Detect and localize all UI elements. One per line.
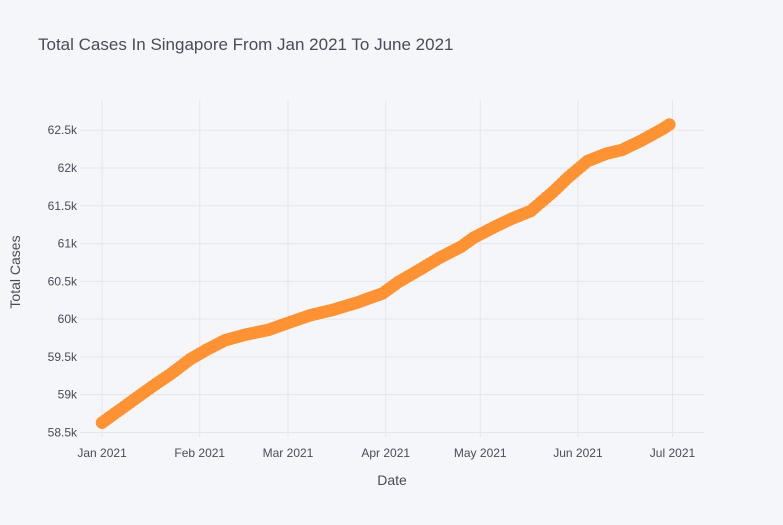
x-tick-label: Mar 2021	[263, 446, 314, 460]
y-tick-label: 62.5k	[48, 123, 78, 137]
tick-labels: 58.5k 59k 59.5k 60k 60.5k 61k 61.5k 62k 62.5k Jan…	[48, 123, 696, 460]
y-tick-label: 61.5k	[48, 199, 78, 213]
data-points	[95, 118, 676, 429]
x-tick-label: Apr 2021	[361, 446, 410, 460]
data-point	[663, 118, 676, 131]
y-tick-label: 58.5k	[48, 425, 78, 439]
x-tick-label: May 2021	[454, 446, 507, 460]
x-tick-label: Jul 2021	[650, 446, 696, 460]
y-axis-title: Total Cases	[7, 235, 23, 308]
x-tick-label: Jan 2021	[77, 446, 127, 460]
y-tick-label: 59.5k	[48, 350, 78, 364]
x-tick-label: Jun 2021	[553, 446, 603, 460]
y-tick-label: 59k	[58, 388, 78, 402]
y-tick-label: 60.5k	[48, 274, 78, 288]
y-tick-label: 62k	[58, 161, 78, 175]
x-tick-label: Feb 2021	[174, 446, 225, 460]
y-tick-label: 60k	[58, 312, 78, 326]
x-axis-title: Date	[377, 472, 407, 488]
y-tick-label: 61k	[58, 237, 78, 251]
chart-title: Total Cases In Singapore From Jan 2021 T…	[38, 35, 454, 54]
